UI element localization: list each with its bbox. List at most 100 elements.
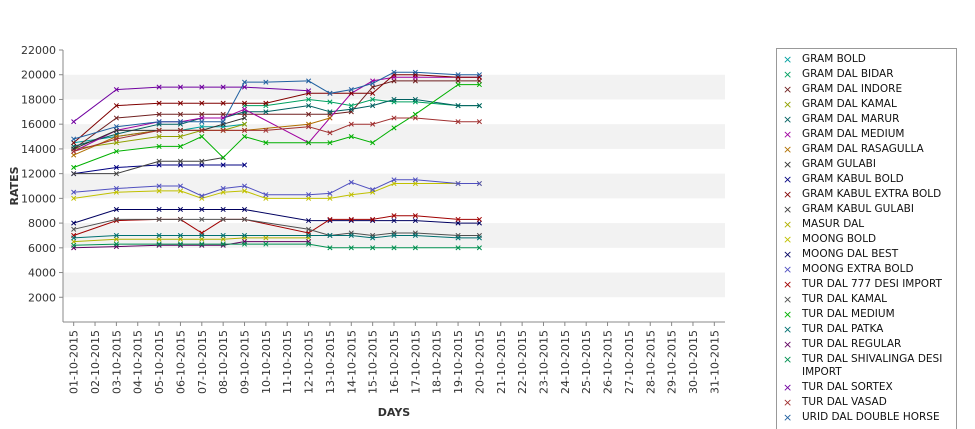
data-point[interactable]: [327, 190, 333, 196]
data-point[interactable]: [370, 235, 376, 241]
data-point[interactable]: [220, 162, 226, 168]
data-point[interactable]: [220, 127, 226, 133]
data-point[interactable]: [241, 115, 248, 121]
data-point[interactable]: [113, 189, 119, 195]
data-point[interactable]: [391, 125, 397, 131]
data-point[interactable]: [199, 158, 205, 164]
data-point[interactable]: [455, 78, 461, 84]
data-point[interactable]: [455, 220, 461, 226]
data-point[interactable]: [113, 232, 119, 239]
legend-item[interactable]: × GRAM DAL KAMAL: [777, 98, 956, 111]
data-point[interactable]: [199, 84, 205, 90]
data-point[interactable]: [220, 241, 226, 247]
data-point[interactable]: [455, 72, 461, 78]
data-point[interactable]: [177, 133, 184, 140]
data-point[interactable]: [177, 188, 184, 194]
data-point[interactable]: [391, 232, 397, 239]
data-point[interactable]: [476, 78, 482, 84]
data-point[interactable]: [348, 192, 354, 198]
data-point[interactable]: [263, 100, 269, 106]
data-point[interactable]: [113, 164, 119, 171]
data-point[interactable]: [199, 232, 205, 239]
data-point[interactable]: [391, 69, 397, 75]
data-point[interactable]: [412, 213, 418, 219]
data-point[interactable]: [199, 216, 205, 222]
data-point[interactable]: [71, 171, 77, 177]
data-point[interactable]: [370, 96, 376, 103]
data-point[interactable]: [113, 140, 119, 146]
data-point[interactable]: [220, 100, 226, 106]
data-point[interactable]: [113, 171, 119, 177]
legend-item[interactable]: × TUR DAL REGULAR: [777, 338, 956, 351]
data-point[interactable]: [455, 235, 461, 241]
data-point[interactable]: [71, 140, 77, 146]
data-point[interactable]: [156, 143, 162, 149]
legend-item[interactable]: × TUR DAL MEDIUM: [777, 308, 956, 321]
data-point[interactable]: [156, 158, 162, 164]
data-point[interactable]: [412, 177, 418, 183]
data-point[interactable]: [348, 87, 354, 93]
data-point[interactable]: [263, 195, 269, 201]
data-point[interactable]: [156, 111, 162, 117]
data-point[interactable]: [263, 235, 269, 241]
data-point[interactable]: [370, 80, 376, 86]
data-point[interactable]: [391, 245, 397, 251]
data-point[interactable]: [156, 119, 162, 125]
data-point[interactable]: [113, 103, 119, 109]
data-point[interactable]: [177, 232, 184, 239]
legend-item[interactable]: × MOONG BOLD: [777, 233, 956, 246]
data-point[interactable]: [156, 84, 162, 90]
legend-item[interactable]: × GRAM GULABI: [777, 158, 956, 171]
data-point[interactable]: [156, 127, 162, 133]
data-point[interactable]: [476, 235, 482, 241]
data-point[interactable]: [348, 133, 354, 140]
data-point[interactable]: [177, 206, 184, 213]
data-point[interactable]: [263, 127, 269, 133]
data-point[interactable]: [71, 164, 77, 171]
data-point[interactable]: [113, 185, 119, 192]
data-point[interactable]: [348, 103, 354, 109]
data-point[interactable]: [476, 72, 482, 78]
data-point[interactable]: [177, 100, 184, 106]
data-point[interactable]: [306, 111, 312, 117]
data-point[interactable]: [113, 236, 119, 242]
legend-item[interactable]: × GRAM DAL RASAGULLA: [777, 143, 956, 156]
data-point[interactable]: [113, 127, 119, 133]
data-point[interactable]: [455, 245, 461, 251]
data-point[interactable]: [412, 232, 418, 239]
data-point[interactable]: [306, 241, 312, 247]
data-point[interactable]: [306, 192, 312, 198]
data-point[interactable]: [455, 103, 461, 109]
legend-item[interactable]: × GRAM DAL MARUR: [777, 113, 956, 126]
data-point[interactable]: [113, 87, 119, 93]
data-point[interactable]: [220, 189, 226, 195]
data-point[interactable]: [476, 220, 482, 226]
data-point[interactable]: [306, 78, 312, 84]
data-point[interactable]: [71, 220, 77, 226]
data-point[interactable]: [241, 127, 248, 133]
data-point[interactable]: [241, 183, 248, 189]
data-point[interactable]: [306, 195, 312, 201]
data-point[interactable]: [412, 96, 418, 103]
data-point[interactable]: [156, 216, 162, 222]
data-point[interactable]: [71, 136, 77, 142]
data-point[interactable]: [306, 226, 312, 232]
data-point[interactable]: [220, 216, 226, 222]
data-point[interactable]: [241, 216, 248, 222]
data-point[interactable]: [370, 103, 376, 109]
data-point[interactable]: [370, 245, 376, 251]
data-point[interactable]: [348, 245, 354, 251]
data-point[interactable]: [476, 82, 482, 88]
data-point[interactable]: [455, 216, 461, 222]
data-point[interactable]: [220, 84, 226, 90]
data-point[interactable]: [71, 148, 77, 154]
data-point[interactable]: [199, 100, 205, 106]
data-point[interactable]: [199, 162, 205, 168]
data-point[interactable]: [306, 124, 312, 130]
data-point[interactable]: [241, 121, 248, 127]
data-point[interactable]: [156, 206, 162, 213]
data-point[interactable]: [412, 218, 418, 224]
legend-item[interactable]: × TUR DAL SORTEX: [777, 381, 956, 394]
legend-item[interactable]: × TUR DAL VASAD: [777, 396, 956, 409]
data-point[interactable]: [177, 119, 184, 125]
